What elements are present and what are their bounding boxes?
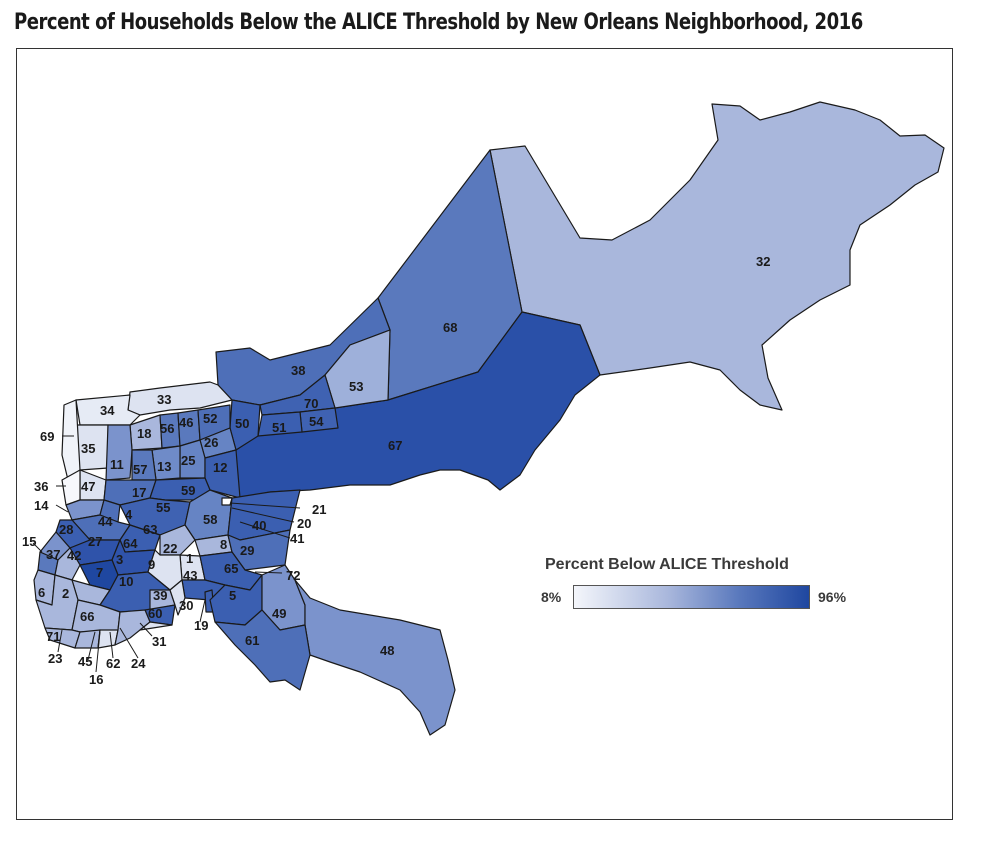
label-29: 29: [240, 543, 254, 558]
label-52: 52: [203, 411, 217, 426]
label-66: 66: [80, 609, 94, 624]
label-48: 48: [380, 643, 394, 658]
label-13: 13: [157, 459, 171, 474]
map-frame: [16, 48, 953, 820]
label-44: 44: [98, 514, 113, 529]
label-12: 12: [213, 460, 227, 475]
label-30: 30: [179, 598, 193, 613]
label-31: 31: [152, 634, 166, 649]
label-56: 56: [160, 421, 174, 436]
label-72: 72: [286, 568, 300, 583]
label-53: 53: [349, 379, 363, 394]
label-47: 47: [81, 479, 95, 494]
label-17: 17: [132, 485, 146, 500]
label-54: 54: [309, 414, 324, 429]
label-36: 36: [34, 479, 48, 494]
region-21[interactable]: [221, 497, 233, 506]
label-2: 2: [62, 586, 69, 601]
label-32: 32: [756, 254, 770, 269]
label-71: 71: [46, 629, 60, 644]
label-51: 51: [272, 420, 286, 435]
label-68: 68: [443, 320, 457, 335]
label-18: 18: [137, 426, 151, 441]
label-37: 37: [46, 547, 60, 562]
region-31[interactable]: [139, 621, 173, 631]
label-33: 33: [157, 392, 171, 407]
label-64: 64: [123, 536, 138, 551]
label-20: 20: [297, 516, 311, 531]
label-62: 62: [106, 656, 120, 671]
label-1: 1: [186, 551, 193, 566]
label-46: 46: [179, 415, 193, 430]
label-38: 38: [291, 363, 305, 378]
label-4: 4: [125, 507, 133, 522]
region-22[interactable]: [159, 524, 196, 556]
label-25: 25: [181, 453, 195, 468]
label-58: 58: [203, 512, 217, 527]
label-21: 21: [312, 502, 326, 517]
legend-max-label: 96%: [818, 589, 847, 605]
label-40: 40: [252, 518, 266, 533]
label-63: 63: [143, 522, 157, 537]
label-60: 60: [148, 606, 162, 621]
legend-color-ramp: [573, 585, 810, 609]
region-69[interactable]: [61, 399, 81, 481]
label-34: 34: [100, 403, 115, 418]
label-69: 69: [40, 429, 54, 444]
label-55: 55: [156, 500, 170, 515]
label-11: 11: [110, 457, 124, 472]
label-28: 28: [59, 522, 73, 537]
label-59: 59: [181, 483, 195, 498]
label-50: 50: [235, 416, 249, 431]
label-42: 42: [67, 548, 81, 563]
label-35: 35: [81, 441, 95, 456]
label-22: 22: [163, 541, 177, 556]
legend-min-label: 8%: [541, 589, 562, 605]
region-61[interactable]: [214, 609, 311, 691]
region-30[interactable]: [169, 579, 186, 616]
label-41: 41: [290, 531, 304, 546]
label-8: 8: [220, 537, 227, 552]
label-65: 65: [224, 561, 238, 576]
region-36[interactable]: [61, 469, 81, 506]
label-43: 43: [183, 568, 197, 583]
label-19: 19: [194, 618, 208, 633]
label-61: 61: [245, 633, 259, 648]
label-57: 57: [133, 462, 147, 477]
label-67: 67: [388, 438, 402, 453]
label-16: 16: [89, 672, 103, 687]
label-45: 45: [78, 654, 92, 669]
label-70: 70: [304, 396, 318, 411]
region-11[interactable]: [105, 424, 133, 481]
legend-title: Percent Below ALICE Threshold: [545, 556, 789, 573]
label-7: 7: [96, 565, 103, 580]
label-5: 5: [229, 588, 236, 603]
region-12[interactable]: [204, 449, 241, 499]
label-27: 27: [88, 534, 102, 549]
label-26: 26: [204, 435, 218, 450]
label-23: 23: [48, 651, 62, 666]
label-49: 49: [272, 606, 286, 621]
label-10: 10: [119, 574, 133, 589]
region-32[interactable]: [489, 101, 945, 411]
region-51[interactable]: [257, 411, 303, 437]
label-15: 15: [22, 534, 36, 549]
label-9: 9: [148, 557, 155, 572]
map-title: Percent of Households Below the ALICE Th…: [14, 10, 863, 35]
label-24: 24: [131, 656, 146, 671]
label-14: 14: [34, 498, 49, 513]
label-6: 6: [38, 585, 45, 600]
label-39: 39: [153, 588, 167, 603]
label-3: 3: [116, 552, 123, 567]
region-48[interactable]: [294, 579, 456, 736]
